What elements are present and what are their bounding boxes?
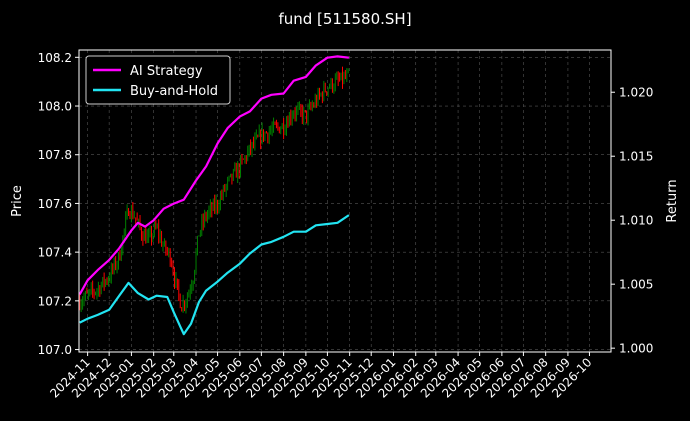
legend-box [85,55,231,105]
legend-label-ai-strategy: AI Strategy [130,64,203,79]
y-left-tick-label: 108.0 [38,100,72,114]
legend: AI Strategy Buy-and-Hold [85,55,231,105]
price-candles [79,66,349,314]
y-axis-left: 107.0 107.2 107.4 107.6 107.8 108.0 108.2 [38,51,79,357]
y-axis-right: 1.000 1.005 1.010 1.015 1.020 [611,86,653,356]
y-left-tick-label: 107.0 [38,343,72,357]
series-lines [78,55,350,336]
y-left-tick-label: 107.2 [38,294,72,308]
y-left-tick-label: 107.4 [38,246,72,260]
y-left-tick-label: 108.2 [38,51,72,65]
y-left-tick-label: 107.8 [38,148,72,162]
series-line-buy-and-hold [79,214,350,336]
y-right-tick-label: 1.005 [619,278,653,292]
legend-label-buy-and-hold: Buy-and-Hold [130,84,218,99]
y-right-tick-label: 1.020 [619,86,653,100]
y-axis-right-label: Return [665,179,680,222]
y-right-tick-label: 1.000 [619,342,653,356]
plot-frame [78,49,612,353]
y-left-tick-label: 107.6 [38,197,72,211]
y-axis-left-label: Price [10,185,25,217]
y-right-tick-label: 1.010 [619,214,653,228]
y-right-tick-label: 1.015 [619,150,653,164]
series-line-ai-strategy [78,55,350,295]
chart-title: fund [511580.SH] [278,10,411,28]
